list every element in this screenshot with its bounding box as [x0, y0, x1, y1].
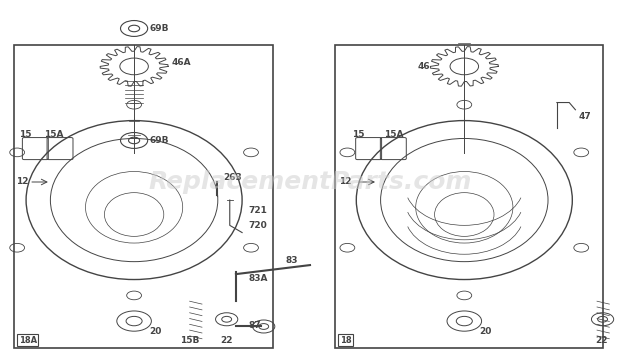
Text: 720: 720	[248, 221, 267, 230]
Text: 47: 47	[578, 112, 591, 121]
Text: 83A: 83A	[248, 274, 268, 283]
Text: 69B: 69B	[149, 24, 169, 33]
Text: 15: 15	[19, 130, 31, 139]
Text: ReplacementParts.com: ReplacementParts.com	[148, 170, 472, 194]
Text: 87: 87	[248, 321, 261, 330]
Text: 46A: 46A	[171, 58, 191, 67]
Text: 12: 12	[339, 177, 352, 186]
Text: 22: 22	[595, 336, 608, 345]
Text: 15A: 15A	[384, 130, 403, 139]
Text: 15A: 15A	[44, 130, 64, 139]
Text: 69B: 69B	[149, 136, 169, 145]
Text: 20: 20	[149, 327, 162, 336]
Text: 18A: 18A	[19, 336, 37, 345]
Text: 83: 83	[285, 256, 298, 265]
Text: 18: 18	[340, 336, 352, 345]
Text: 15: 15	[352, 130, 365, 139]
Text: 46: 46	[418, 62, 431, 71]
Text: 721: 721	[248, 206, 267, 215]
Text: 12: 12	[16, 177, 29, 186]
Text: 263: 263	[224, 173, 242, 182]
Bar	[335, 45, 603, 348]
Text: 22: 22	[221, 336, 233, 345]
Bar	[14, 45, 273, 348]
Text: 20: 20	[480, 327, 492, 336]
Text: 15B: 15B	[180, 336, 199, 345]
